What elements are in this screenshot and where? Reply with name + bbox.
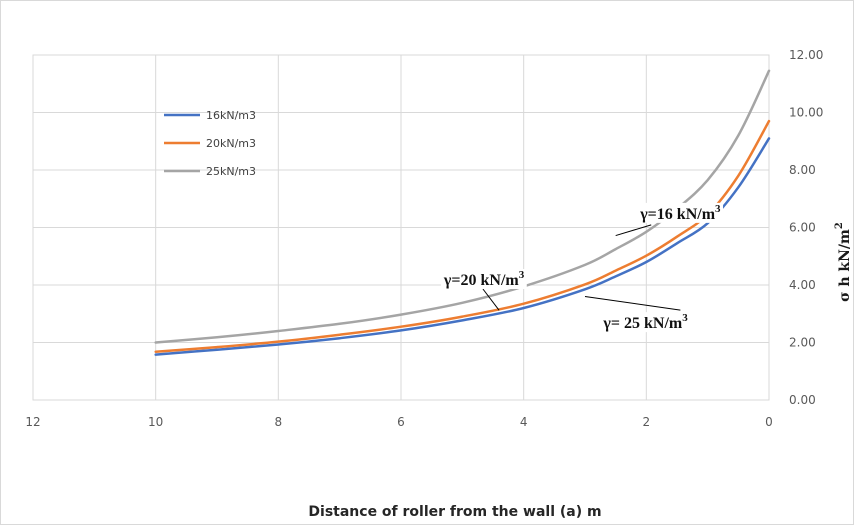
legend: 16kN/m3 20kN/m3 25kN/m3	[164, 109, 256, 178]
annotation-leader-line	[615, 224, 652, 237]
annotation-background	[600, 312, 691, 333]
x-tick-label: 2	[643, 415, 651, 429]
y-tick-label: 6.00	[789, 221, 816, 235]
y-tick-label: 12.00	[789, 48, 823, 62]
x-tick-label: 0	[765, 415, 773, 429]
y-tick-label: 10.00	[789, 106, 823, 120]
x-tick-label: 6	[397, 415, 405, 429]
y-axis-label: σ h kN/m2	[834, 222, 853, 302]
annotation-leader-line	[584, 296, 681, 311]
annotation-label: γ= 25 kN/m3	[602, 312, 688, 332]
y-axis-label-superscript: 2	[834, 222, 845, 229]
legend-label: 25kN/m3	[206, 165, 256, 178]
y-tick-label: 4.00	[789, 278, 816, 292]
x-tick-label: 4	[520, 415, 528, 429]
annotations: γ=16 kN/m3 γ=20 kN/m3 γ= 25 kN/m3	[440, 202, 724, 333]
tick-labels: 0.00 2.00 4.00 6.00 8.00 10.00 12.00 12 10 8 6 4 2 0	[25, 48, 823, 429]
annotation-label: γ=20 kN/m3	[443, 269, 525, 289]
x-tick-label: 8	[275, 415, 283, 429]
y-axis-label-main: σ h kN/m	[837, 229, 853, 302]
x-axis-label: Distance of roller from the wall (a) m	[308, 504, 601, 520]
y-tick-label: 0.00	[789, 393, 816, 407]
x-tick-label: 12	[25, 415, 40, 429]
series-line-1	[154, 137, 771, 356]
y-tick-label: 2.00	[789, 336, 816, 350]
x-tick-label: 10	[148, 415, 163, 429]
annotation-label: γ=16 kN/m3	[639, 203, 721, 223]
annotation-background	[440, 269, 527, 289]
annotation-leader-line	[482, 288, 500, 311]
y-tick-label: 8.00	[789, 163, 816, 177]
plot-area-border	[32, 54, 770, 401]
legend-label: 20kN/m3	[206, 137, 256, 150]
annotation-background	[637, 202, 724, 223]
legend-label: 16kN/m3	[206, 109, 256, 122]
series-line-3	[154, 69, 771, 344]
